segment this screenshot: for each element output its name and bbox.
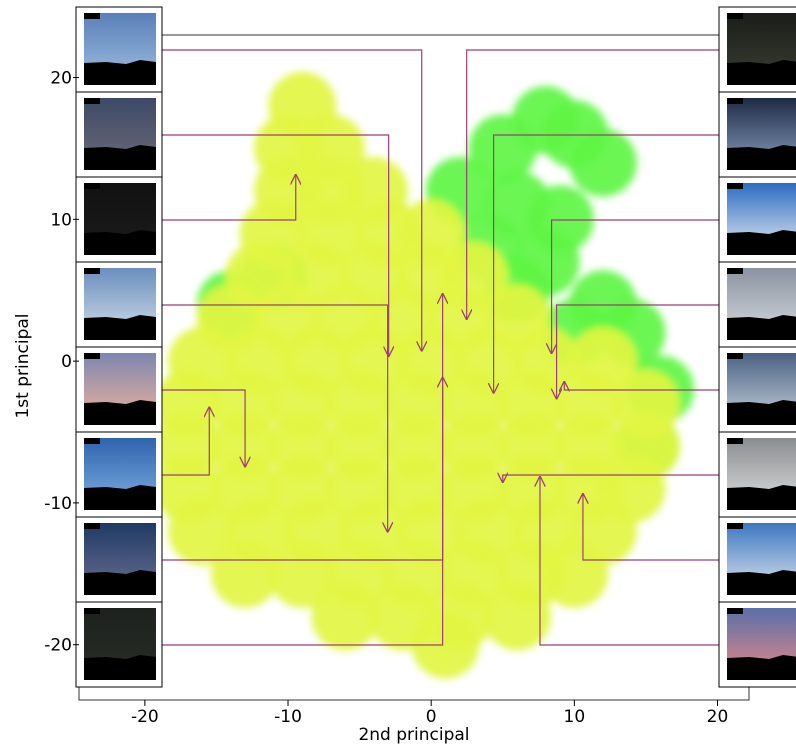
x-tick-label: 0 xyxy=(426,707,437,727)
thumbnail-ground xyxy=(727,315,796,340)
thumbnail-badge xyxy=(84,608,100,614)
thumbnail-ground xyxy=(84,570,156,595)
thumbnail-badge xyxy=(84,523,100,529)
y-tick-label: 20 xyxy=(50,69,72,89)
x-tick-label: -20 xyxy=(131,707,159,727)
thumbnail-ground xyxy=(727,655,796,680)
thumbnail-badge xyxy=(727,13,743,19)
thumbnail-ground xyxy=(727,60,796,85)
thumbnail-ground xyxy=(84,315,156,340)
thumbnail-ground xyxy=(84,655,156,680)
thumbnail-badge xyxy=(727,268,743,274)
thumbnail-badge xyxy=(727,98,743,104)
thumbnail-badge xyxy=(727,523,743,529)
thumbnail-ground xyxy=(727,145,796,170)
thumbnail-badge xyxy=(727,183,743,189)
thumbnail-badge xyxy=(727,438,743,444)
thumbnail-ground xyxy=(727,230,796,255)
x-axis-label: 2nd principal xyxy=(358,725,469,745)
thumbnail-ground xyxy=(84,400,156,425)
chart: 2nd principal 1st principal -20 -10 0 10 20 -… xyxy=(0,0,796,746)
thumbnail-ground xyxy=(84,230,156,255)
point xyxy=(540,540,608,608)
thumbnail-badge xyxy=(84,268,100,274)
y-tick-label: -20 xyxy=(44,636,72,656)
thumbnail-badge xyxy=(84,183,100,189)
thumbnail-badge xyxy=(727,608,743,614)
thumbnail-ground xyxy=(84,60,156,85)
x-tick-label: 10 xyxy=(564,707,586,727)
thumbnail-ground xyxy=(84,145,156,170)
point xyxy=(569,129,637,197)
thumbnail-badge xyxy=(84,438,100,444)
thumbnail-badge xyxy=(84,98,100,104)
x-tick-label: 20 xyxy=(707,707,729,727)
thumbnail-ground xyxy=(727,400,796,425)
thumbnail-ground xyxy=(727,570,796,595)
y-axis-label: 1st principal xyxy=(13,313,33,418)
y-tick-label: -10 xyxy=(44,494,72,514)
thumbnail-badge xyxy=(727,353,743,359)
thumbnail-ground xyxy=(727,485,796,510)
x-tick-label: -10 xyxy=(274,707,302,727)
scatter-cloud xyxy=(154,72,694,679)
point xyxy=(483,582,551,650)
thumbnail-badge xyxy=(84,13,100,19)
thumbnail-ground xyxy=(84,485,156,510)
y-tick-label: 10 xyxy=(50,210,72,230)
y-tick-label: 0 xyxy=(61,352,72,372)
thumbnail-badge xyxy=(84,353,100,359)
